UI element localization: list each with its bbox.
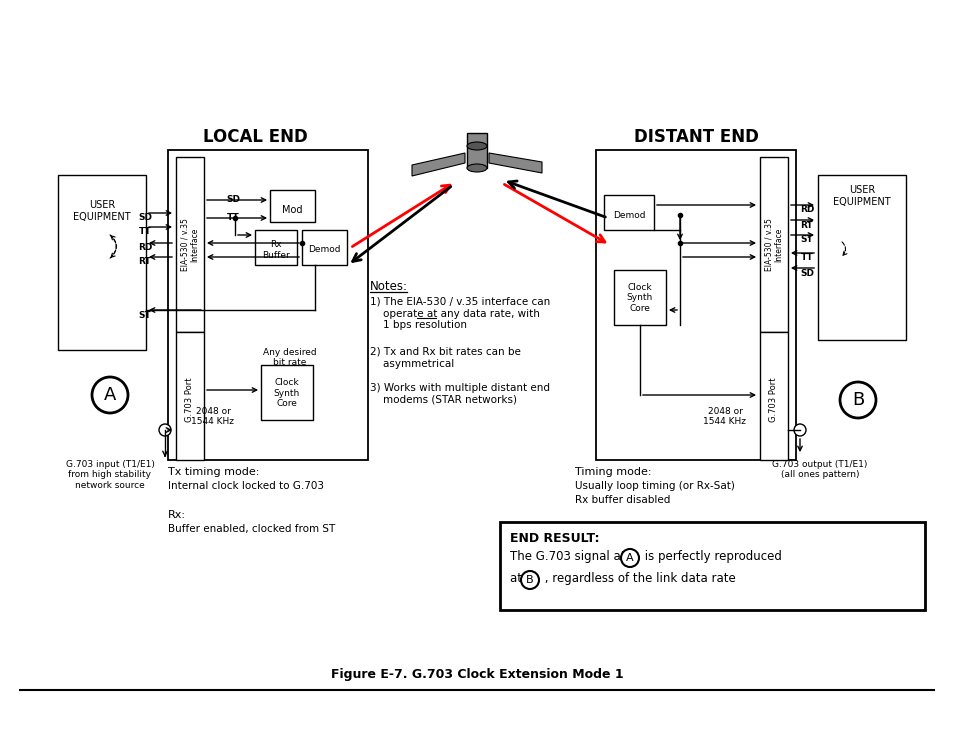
Text: B: B — [526, 575, 534, 585]
Text: SD: SD — [138, 213, 152, 222]
Polygon shape — [412, 153, 464, 176]
Text: Buffer enabled, clocked from ST: Buffer enabled, clocked from ST — [168, 524, 335, 534]
Text: is perfectly reproduced: is perfectly reproduced — [640, 550, 781, 563]
Text: RT: RT — [800, 221, 813, 230]
Circle shape — [840, 382, 875, 418]
Text: 3) Works with multiple distant end
    modems (STAR networks): 3) Works with multiple distant end modem… — [370, 383, 550, 404]
Circle shape — [620, 549, 639, 567]
Text: B: B — [851, 391, 863, 409]
Text: 2048 or
1544 KHz: 2048 or 1544 KHz — [192, 407, 234, 427]
Bar — [261, 365, 313, 420]
Text: Any desired
bit rate: Any desired bit rate — [263, 348, 316, 368]
Circle shape — [91, 377, 128, 413]
Text: SD: SD — [226, 196, 240, 204]
Bar — [175, 157, 204, 332]
FancyArrowPatch shape — [110, 235, 116, 258]
Bar — [760, 157, 787, 332]
Text: G.703 output (T1/E1)
(all ones pattern): G.703 output (T1/E1) (all ones pattern) — [772, 460, 867, 480]
Bar — [58, 175, 146, 350]
Text: 2048 or
1544 KHz: 2048 or 1544 KHz — [702, 407, 745, 427]
Text: ST: ST — [800, 235, 813, 244]
Text: USER
EQUIPMENT: USER EQUIPMENT — [73, 200, 131, 221]
Text: EIA-530 / v.35
Interface: EIA-530 / v.35 Interface — [180, 218, 199, 272]
Text: DISTANT END: DISTANT END — [633, 128, 758, 146]
Bar — [760, 332, 787, 460]
Ellipse shape — [467, 142, 486, 150]
Text: TT: TT — [800, 253, 813, 263]
Circle shape — [520, 571, 538, 589]
Text: TT: TT — [138, 227, 152, 236]
Text: Demod: Demod — [308, 246, 340, 255]
Text: RT: RT — [138, 258, 152, 266]
FancyArrowPatch shape — [110, 235, 116, 258]
Text: RD: RD — [799, 205, 813, 215]
Text: Timing mode:: Timing mode: — [575, 467, 651, 477]
Text: A: A — [104, 386, 116, 404]
Text: 2) Tx and Rx bit rates can be
    asymmetrical: 2) Tx and Rx bit rates can be asymmetric… — [370, 347, 520, 368]
Text: , regardless of the link data rate: , regardless of the link data rate — [540, 572, 735, 585]
Text: RD: RD — [137, 244, 152, 252]
Bar — [175, 332, 204, 460]
Text: TT: TT — [227, 213, 239, 222]
Text: LOCAL END: LOCAL END — [202, 128, 307, 146]
Text: The G.703 signal at: The G.703 signal at — [510, 550, 629, 563]
Text: A: A — [625, 553, 633, 563]
Polygon shape — [489, 153, 541, 173]
Bar — [467, 133, 486, 168]
Text: Clock
Synth
Core: Clock Synth Core — [626, 283, 653, 313]
Text: Demod: Demod — [612, 210, 644, 219]
Bar — [614, 270, 665, 325]
Text: END RESULT:: END RESULT: — [510, 532, 598, 545]
Text: Mod: Mod — [281, 205, 302, 215]
Bar — [603, 195, 654, 230]
Bar — [499, 522, 924, 610]
Text: Internal clock locked to G.703: Internal clock locked to G.703 — [168, 481, 324, 491]
Ellipse shape — [467, 164, 486, 172]
Text: Rx
Buffer: Rx Buffer — [262, 241, 290, 260]
Bar — [596, 150, 795, 460]
FancyArrowPatch shape — [841, 242, 846, 255]
Text: ST: ST — [138, 311, 152, 320]
Text: EIA-530 / v.35
Interface: EIA-530 / v.35 Interface — [763, 218, 782, 272]
Text: G.703 Port: G.703 Port — [185, 378, 194, 422]
Text: 1) The EIA-530 / v.35 interface can
    operate at any data rate, with
    1 bps: 1) The EIA-530 / v.35 interface can oper… — [370, 297, 550, 330]
Text: at: at — [510, 572, 525, 585]
Text: Notes:: Notes: — [370, 280, 408, 293]
Bar — [254, 230, 296, 265]
Text: Figure E-7. G.703 Clock Extension Mode 1: Figure E-7. G.703 Clock Extension Mode 1 — [331, 668, 622, 681]
Bar — [270, 190, 314, 222]
Text: Tx timing mode:: Tx timing mode: — [168, 467, 259, 477]
Bar — [817, 175, 905, 340]
Text: Rx:: Rx: — [168, 510, 186, 520]
Text: G.703 input (T1/E1)
from high stability
network source: G.703 input (T1/E1) from high stability … — [66, 460, 154, 490]
Bar — [168, 150, 368, 460]
Text: Rx buffer disabled: Rx buffer disabled — [575, 495, 670, 505]
Text: Clock
Synth
Core: Clock Synth Core — [274, 378, 300, 408]
Circle shape — [793, 424, 805, 436]
Text: Usually loop timing (or Rx-Sat): Usually loop timing (or Rx-Sat) — [575, 481, 734, 491]
Text: SD: SD — [800, 269, 813, 277]
Bar — [302, 230, 347, 265]
Circle shape — [159, 424, 171, 436]
Text: USER
EQUIPMENT: USER EQUIPMENT — [832, 185, 890, 207]
Text: G.703 Port: G.703 Port — [769, 378, 778, 422]
